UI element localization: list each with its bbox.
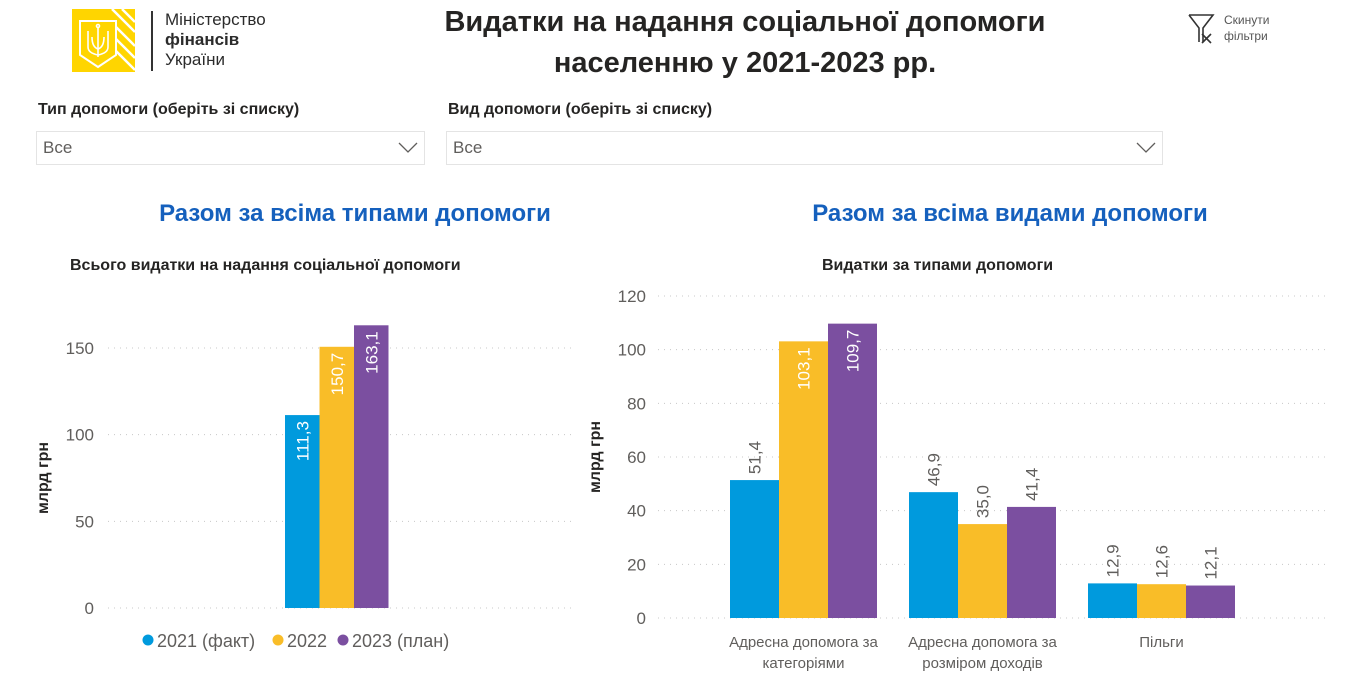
data-label: 103,1 (795, 347, 814, 390)
category-label: категоріями (763, 655, 845, 672)
data-label: 35,0 (974, 485, 993, 518)
reset-filters-label: Скинути фільтри (1224, 12, 1269, 44)
ministry-name: Міністерство фінансів України (165, 10, 266, 70)
page-title-line1: Видатки на надання соціальної допомоги (444, 6, 1046, 38)
bar-2023 (план)[interactable] (354, 325, 389, 608)
data-label: 109,7 (844, 330, 863, 373)
data-label: 163,1 (362, 331, 381, 374)
bar-2022[interactable] (319, 346, 355, 608)
reset-filters-line2: фільтри (1224, 29, 1268, 43)
bar-2021 (факт)[interactable] (285, 415, 320, 608)
filter-type-label: Тип допомоги (оберіть зі списку) (38, 101, 300, 118)
data-label: 12,9 (1104, 544, 1123, 577)
filter-kind-dropdown[interactable]: Все (446, 131, 1163, 165)
legend-item[interactable]: 2021 (факт) (142, 631, 256, 651)
category-label: Адресна допомога за (908, 634, 1057, 651)
data-label: 41,4 (1023, 468, 1042, 501)
ministry-name-line3: України (165, 50, 225, 69)
bar-2022[interactable] (958, 524, 1007, 618)
bar-2023 (план)[interactable] (828, 323, 877, 618)
y-axis-label: млрд грн (587, 421, 604, 493)
data-label: 150,7 (328, 353, 347, 396)
legend-label: 2021 (факт) (157, 631, 255, 651)
y-tick-label: 60 (627, 448, 646, 467)
y-tick-label: 50 (75, 512, 94, 531)
chart-left-title: Всього видатки на надання соціальної доп… (70, 257, 461, 274)
category-label: Пільги (1139, 634, 1184, 651)
legend-item[interactable]: 2023 (план) (337, 631, 450, 651)
filter-type-value: Все (43, 138, 73, 157)
chevron-down-icon (1136, 142, 1156, 153)
reset-filters-line1: Скинути (1224, 13, 1270, 27)
category-label: розміром доходів (922, 655, 1043, 672)
y-axis-label: млрд грн (35, 442, 52, 514)
legend-dot-icon (142, 634, 154, 646)
filter-clear-icon (1188, 14, 1215, 44)
bar-2021 (факт)[interactable] (730, 480, 779, 618)
y-tick-label: 150 (66, 339, 94, 358)
legend-label: 2023 (план) (352, 631, 449, 651)
section-title-left: Разом за всіма типами допомоги (159, 200, 551, 227)
y-tick-label: 0 (85, 599, 94, 618)
filter-kind-value: Все (453, 138, 483, 157)
data-label: 111,3 (293, 421, 312, 461)
data-label: 46,9 (925, 453, 944, 486)
chart-total-spending: 0 50 100 150 млрд грн 111,3 150,7 163,1 2021 … (35, 325, 573, 651)
chart-by-type: 0 20 40 60 80 100 120 млрд грн 51,4 103,1 109,7 4… (587, 287, 1328, 672)
section-title-right: Разом за всіма видами допомоги (812, 200, 1208, 227)
y-tick-label: 40 (627, 502, 646, 521)
y-tick-label: 100 (618, 341, 646, 360)
trident-emblem-icon (72, 8, 136, 72)
bar-2021 (факт)[interactable] (1088, 583, 1137, 618)
logo-divider (151, 11, 153, 71)
ministry-name-line2: фінансів (165, 30, 240, 49)
legend-item[interactable]: 2022 (272, 631, 328, 651)
y-tick-label: 20 (627, 555, 646, 574)
legend-dot-icon (272, 634, 284, 646)
data-label: 51,4 (746, 441, 765, 474)
legend-dot-icon (337, 634, 349, 646)
category-label: Адресна допомога за (729, 634, 878, 651)
bar-2023 (план)[interactable] (1186, 585, 1235, 618)
ministry-name-line1: Міністерство (165, 10, 266, 29)
y-tick-label: 100 (66, 426, 94, 445)
y-tick-label: 0 (637, 609, 646, 628)
data-label: 12,1 (1202, 546, 1221, 579)
bar-2021 (факт)[interactable] (909, 492, 958, 618)
y-tick-label: 80 (627, 394, 646, 413)
ministry-logo (72, 8, 136, 72)
chevron-down-icon (398, 142, 418, 153)
page-title: Видатки на надання соціальної допомоги н… (380, 2, 1110, 84)
page-title-line2: населенню у 2021-2023 рр. (553, 47, 937, 79)
legend-label: 2022 (287, 631, 327, 651)
chart-right-title: Видатки за типами допомоги (822, 257, 1054, 274)
bar-2023 (план)[interactable] (1007, 506, 1056, 618)
bar-2022[interactable] (779, 341, 828, 618)
y-tick-label: 120 (618, 287, 646, 306)
data-label: 12,6 (1153, 545, 1172, 578)
bar-2022[interactable] (1137, 584, 1186, 618)
filter-kind-label: Вид допомоги (оберіть зі списку) (448, 101, 713, 118)
filter-type-dropdown[interactable]: Все (36, 131, 425, 165)
reset-filters-button[interactable]: Скинути фільтри (1186, 12, 1269, 46)
